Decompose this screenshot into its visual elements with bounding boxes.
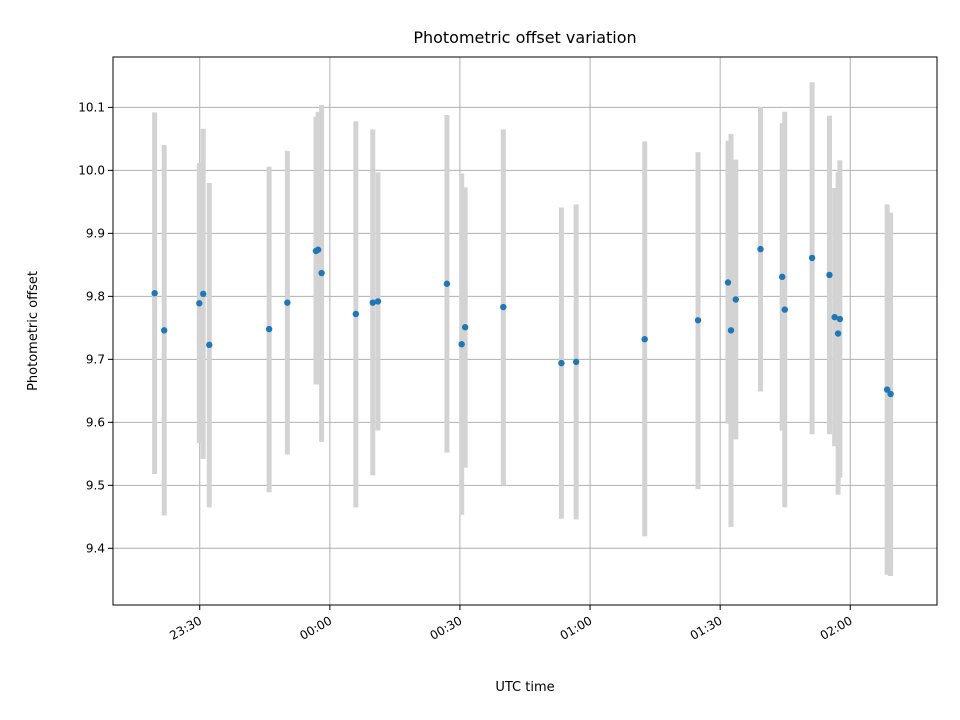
- data-point: [724, 279, 732, 286]
- data-point: [757, 245, 764, 253]
- data-point: [206, 341, 213, 349]
- chart-title: Photometric offset variation: [413, 28, 636, 47]
- data-point: [887, 390, 894, 398]
- data-point: [834, 330, 842, 337]
- data-point: [160, 327, 168, 334]
- data-points: [151, 245, 894, 398]
- data-point: [200, 290, 207, 298]
- data-point: [265, 325, 273, 333]
- data-point: [808, 254, 816, 262]
- data-point: [443, 280, 451, 287]
- data-point: [314, 246, 322, 253]
- y-tick-label: 9.5: [86, 478, 105, 492]
- data-point: [196, 300, 203, 307]
- data-point: [694, 317, 702, 324]
- y-tick-label: 9.6: [86, 415, 105, 429]
- data-point: [369, 299, 376, 306]
- x-axis-label: UTC time: [495, 680, 554, 695]
- data-point: [778, 273, 786, 281]
- y-tick-label: 9.7: [86, 352, 105, 366]
- y-tick-label: 9.9: [86, 226, 105, 240]
- y-axis-label: Photometric offset: [26, 271, 41, 391]
- data-point: [883, 386, 891, 393]
- data-point: [151, 290, 158, 297]
- data-point: [826, 271, 833, 279]
- data-point: [558, 359, 565, 367]
- plot-frame: [112, 56, 938, 606]
- data-point: [831, 313, 838, 321]
- data-point: [641, 335, 648, 343]
- y-tick-label: 9.4: [86, 541, 105, 555]
- data-point: [352, 310, 360, 318]
- data-point: [458, 341, 465, 348]
- y-tick-label: 10.1: [78, 100, 105, 114]
- data-point: [318, 269, 325, 277]
- data-point: [836, 315, 844, 323]
- data-point: [572, 358, 580, 366]
- data-point: [732, 296, 739, 303]
- grid-lines: [113, 57, 937, 605]
- data-point: [284, 299, 291, 306]
- y-axis-ticks: 9.4 9.5 9.6 9.7 9.8 9.9 10.0 10.1: [78, 100, 113, 555]
- y-tick-label: 9.8: [86, 289, 105, 303]
- y-tick-label: 10.0: [78, 163, 105, 177]
- data-point: [727, 327, 735, 334]
- data-point: [461, 324, 469, 331]
- data-point: [374, 298, 382, 305]
- data-point: [781, 306, 788, 313]
- data-point: [500, 303, 507, 311]
